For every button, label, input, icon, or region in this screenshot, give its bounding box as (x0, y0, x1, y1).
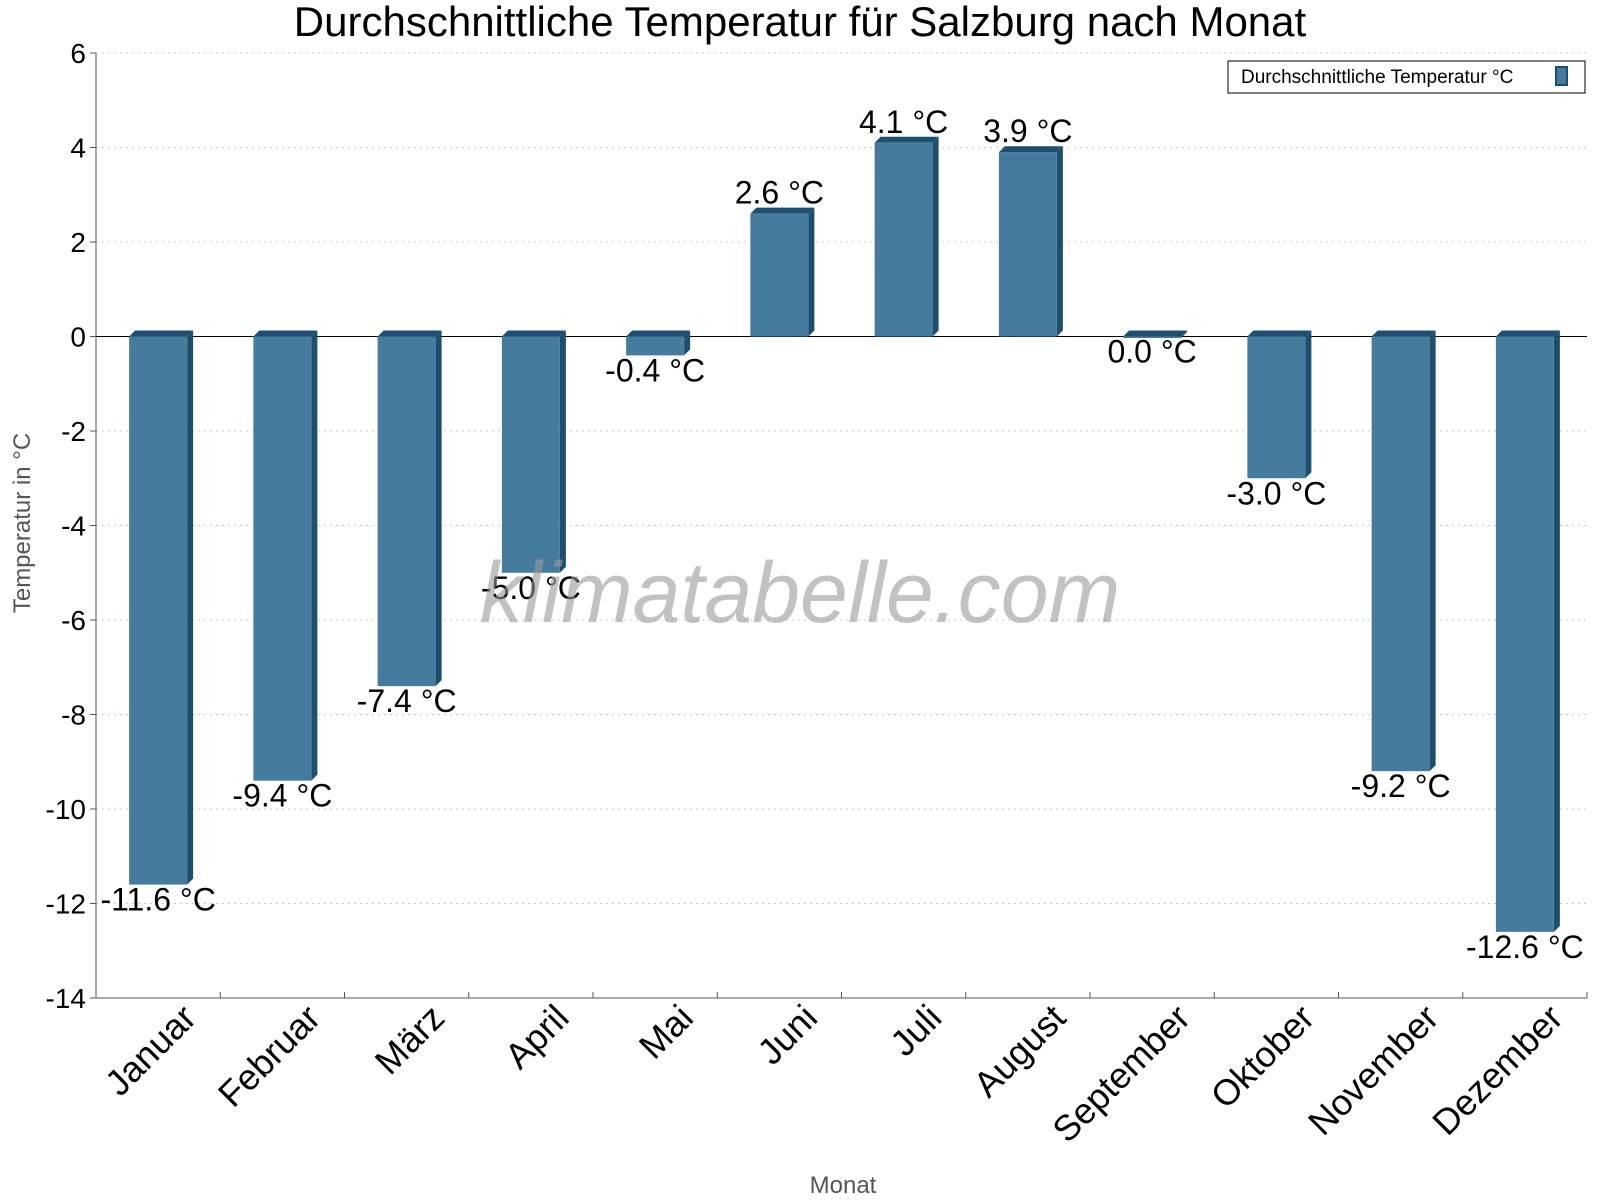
x-tick-label: Mai (631, 997, 701, 1067)
y-tick-label: -2 (61, 416, 86, 447)
bar-side (1305, 330, 1312, 479)
bar-top (998, 146, 1063, 153)
x-tick-label: März (367, 997, 453, 1083)
data-label: -9.2 °C (1351, 768, 1451, 804)
bar-side (684, 330, 691, 356)
data-label: 4.1 °C (859, 104, 948, 140)
bar-top (750, 207, 815, 214)
data-label: -9.4 °C (232, 778, 332, 814)
bar-top (874, 136, 939, 143)
data-label: 3.9 °C (983, 113, 1072, 149)
bar-8 (998, 146, 1063, 337)
bar-side (559, 330, 566, 573)
bar-12 (1495, 330, 1560, 932)
bar-side (311, 330, 318, 781)
bar-3 (377, 330, 442, 687)
y-tick-label: -6 (61, 605, 86, 636)
bar-2 (253, 330, 318, 781)
y-tick-label: -4 (61, 511, 86, 542)
data-label: -12.6 °C (1466, 929, 1584, 965)
bar-front (750, 213, 809, 337)
bar-front (626, 336, 685, 356)
bar-7 (874, 136, 939, 337)
grid-lines (96, 52, 1587, 999)
data-label: -7.4 °C (357, 683, 457, 719)
bar-top (626, 330, 691, 337)
bar-9 (1123, 330, 1188, 338)
watermark-text: klimatabelle.com (480, 545, 1120, 641)
y-tick-label: -12 (46, 889, 86, 920)
data-label: -0.4 °C (605, 352, 705, 388)
x-tick-label: April (497, 997, 577, 1077)
y-tick-label: 4 (70, 133, 86, 164)
bar-side (1181, 330, 1188, 338)
bar-front (874, 142, 933, 337)
bar-front (253, 336, 312, 781)
data-label: 2.6 °C (735, 175, 824, 211)
bar-top (1371, 330, 1436, 337)
bar-side (1429, 330, 1436, 772)
data-label: -11.6 °C (100, 882, 215, 918)
bar-top (129, 330, 194, 337)
bar-top (1247, 330, 1312, 337)
bar-side (932, 136, 939, 337)
bar-5 (626, 330, 691, 356)
bar-front (501, 336, 560, 573)
x-axis-label: Monat (810, 1172, 877, 1199)
bar-side (1553, 330, 1560, 932)
bar-top (1495, 330, 1560, 337)
bar-4 (501, 330, 566, 573)
y-tick-label: 6 (70, 38, 86, 69)
bar-front (1371, 336, 1430, 772)
bar-side (1056, 146, 1063, 337)
bar-top (1123, 330, 1188, 337)
chart-title: Durchschnittliche Temperatur für Salzbur… (294, 0, 1307, 45)
y-axis-label: Temperatur in °C (9, 433, 36, 613)
bars (129, 136, 1560, 932)
data-label: -5.0 °C (481, 570, 581, 606)
legend: Durchschnittliche Temperatur °C (1227, 60, 1586, 94)
bar-front (1495, 336, 1554, 932)
bar-front (1123, 336, 1182, 338)
bar-side (187, 330, 194, 885)
data-label: 0.0 °C (1107, 334, 1196, 370)
y-tick-label: 2 (70, 227, 86, 258)
x-tick-label: Dezember (1424, 997, 1570, 1143)
bar-front (377, 336, 436, 687)
bar-front (998, 152, 1057, 337)
data-labels: -11.6 °C -9.4 °C -7.4 °C -5.0 °C -0.4 °C 2.6 … (100, 104, 1583, 965)
legend-swatch (1555, 66, 1568, 86)
bar-side (808, 207, 815, 337)
bar-top (253, 330, 318, 337)
x-tick-label: August (965, 997, 1073, 1105)
bar-6 (750, 207, 815, 337)
y-tick-label: -14 (46, 983, 86, 1014)
bar-side (435, 330, 442, 687)
x-tick-label: November (1300, 997, 1446, 1143)
bar-top (377, 330, 442, 337)
data-label: -3.0 °C (1226, 475, 1326, 511)
bar-10 (1247, 330, 1312, 479)
bar-front (129, 336, 188, 885)
y-tick-label: -10 (46, 794, 86, 825)
y-tick-label: -8 (61, 700, 86, 731)
bar-11 (1371, 330, 1436, 772)
x-tick-label: Oktober (1202, 997, 1322, 1117)
x-tick-label: Februar (210, 997, 328, 1115)
y-tick-label: 0 (70, 322, 86, 353)
legend-entry-label: Durchschnittliche Temperatur °C (1241, 67, 1513, 88)
legend-box (1227, 60, 1586, 94)
x-tick-label: Juli (882, 997, 949, 1064)
x-tick-label: Januar (97, 997, 204, 1104)
bar-front (1247, 336, 1306, 479)
x-tick-label: Juni (749, 997, 825, 1073)
bar-1 (129, 330, 194, 885)
bar-top (501, 330, 566, 337)
